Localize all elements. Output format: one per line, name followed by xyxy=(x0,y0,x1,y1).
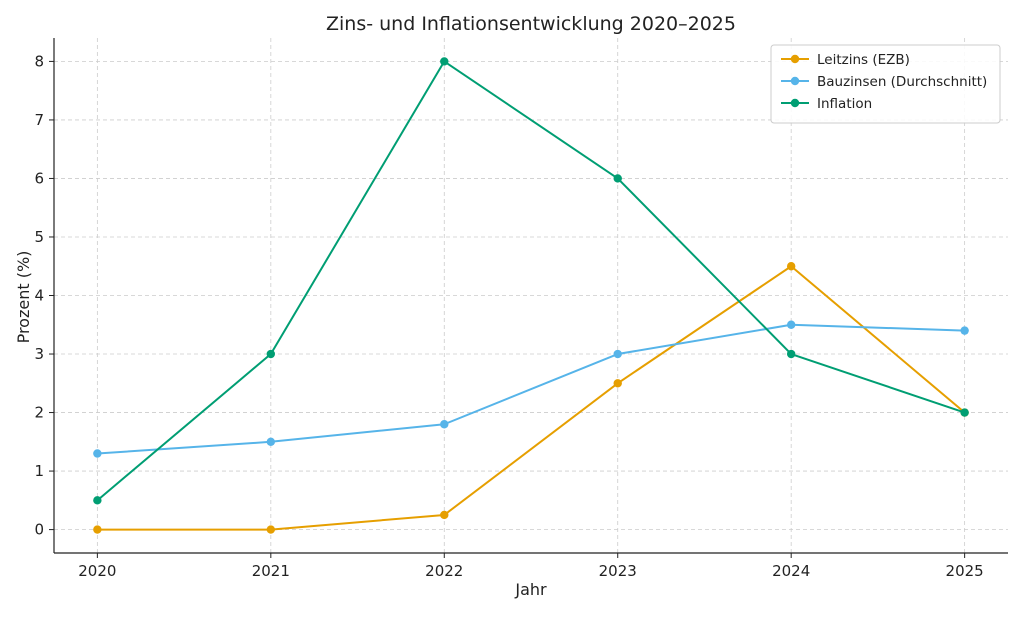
legend-label: Inflation xyxy=(817,96,872,112)
legend-label: Leitzins (EZB) xyxy=(817,52,910,68)
y-tick-label: 6 xyxy=(34,169,44,187)
data-point xyxy=(960,408,969,417)
y-tick-label: 0 xyxy=(34,521,44,539)
x-tick-label: 2021 xyxy=(252,562,290,580)
legend-swatch-marker xyxy=(790,76,800,86)
axes xyxy=(49,38,1008,558)
series-2 xyxy=(93,320,969,458)
y-tick-label: 4 xyxy=(34,287,44,305)
y-tick-label: 1 xyxy=(34,462,44,480)
y-tick-label: 5 xyxy=(34,228,44,246)
data-point xyxy=(93,496,102,505)
data-point xyxy=(960,326,969,335)
legend-label: Bauzinsen (Durchschnitt) xyxy=(817,74,987,90)
series-line xyxy=(97,265,966,531)
legend: Leitzins (EZB) Bauzinsen (Durchschnitt) In… xyxy=(770,44,1001,124)
legend-item: Inflation xyxy=(781,96,872,112)
x-tick-label: 2020 xyxy=(78,562,116,580)
data-point xyxy=(786,262,796,271)
data-point xyxy=(786,349,796,359)
data-point xyxy=(440,510,449,520)
legend-item: Bauzinsen (Durchschnitt) xyxy=(781,74,987,90)
series-line xyxy=(97,323,965,455)
y-tick-label: 8 xyxy=(34,52,44,70)
y-tick-label: 7 xyxy=(34,111,44,129)
data-point xyxy=(266,349,276,359)
y-axis-title: Prozent (%) xyxy=(14,251,33,344)
data-point xyxy=(613,379,622,388)
x-tick-label: 2025 xyxy=(946,562,984,580)
series-3 xyxy=(93,57,969,505)
x-axis-title: Jahr xyxy=(514,580,547,599)
y-tick-label: 3 xyxy=(34,345,44,363)
y-tick-label: 2 xyxy=(34,404,44,422)
x-tick-label: 2022 xyxy=(425,562,463,580)
data-point xyxy=(440,420,449,429)
data-point xyxy=(93,525,102,534)
x-tick-label: 2024 xyxy=(772,562,810,580)
data-point xyxy=(613,349,622,359)
series-1 xyxy=(93,262,969,534)
data-point xyxy=(786,320,796,329)
legend-box xyxy=(770,44,1001,124)
data-point xyxy=(266,437,276,447)
x-tick-label: 2023 xyxy=(599,562,637,580)
series-line xyxy=(96,60,965,502)
data-point xyxy=(613,174,622,183)
data-point xyxy=(440,57,449,66)
data-point xyxy=(266,525,276,534)
tick-labels: 2020 2021 2022 2023 2024 2025 0 1 2 3 4 5 6 7 8 xyxy=(34,52,983,580)
series-lines xyxy=(93,57,969,534)
legend-swatch-marker xyxy=(790,54,800,64)
data-point xyxy=(93,449,102,458)
legend-item: Leitzins (EZB) xyxy=(781,52,910,68)
legend-swatch-marker xyxy=(790,98,800,108)
chart-title: Zins- und Inflationsentwicklung 2020–202… xyxy=(326,13,736,35)
